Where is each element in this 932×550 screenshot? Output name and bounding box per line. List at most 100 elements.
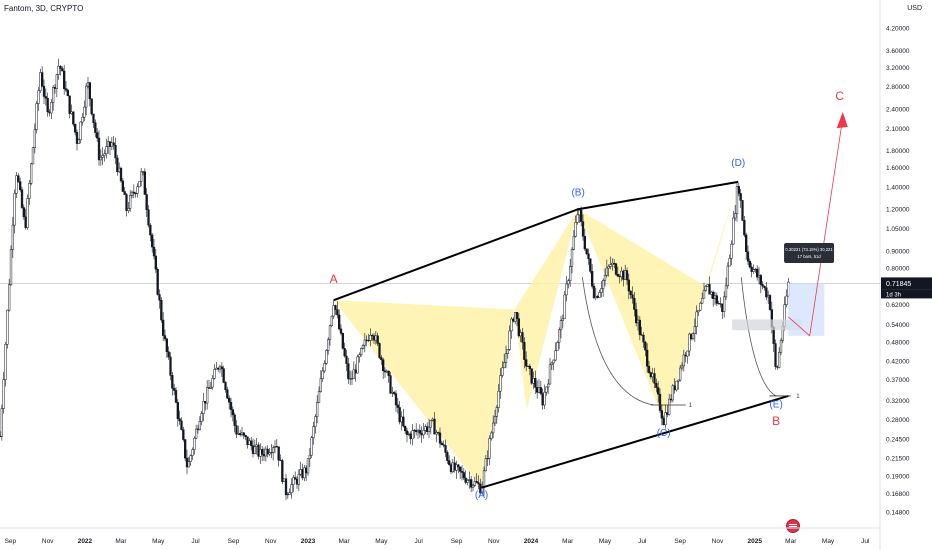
candle-body (231, 409, 234, 416)
candle-body (305, 467, 308, 474)
candle-body (149, 224, 152, 236)
candle-body (59, 65, 62, 69)
candle-body (136, 186, 139, 194)
y-tick-label: 0.19000 (886, 473, 910, 480)
candle-body (356, 356, 359, 374)
y-tick-label: 0.16800 (886, 491, 910, 498)
candle-body (327, 339, 330, 351)
candle-body (651, 373, 654, 378)
symbol-header: Fantom, 3D, CRYPTO (4, 4, 84, 13)
x-tick-label: May (152, 538, 165, 545)
candle-body (70, 111, 73, 114)
candle-body (26, 198, 29, 228)
last-price-countdown: 1d 3h (886, 292, 901, 298)
candle-body (200, 413, 203, 422)
candle-body (774, 343, 777, 367)
candle-body (607, 266, 610, 269)
candle-body (671, 385, 674, 401)
candle-body (376, 335, 379, 344)
candle-body (545, 386, 548, 393)
measure-tooltip-bg (784, 243, 835, 264)
candle-body (255, 444, 258, 447)
candle-body (15, 175, 18, 194)
candle-body (453, 462, 456, 471)
candle-body (154, 255, 157, 270)
candle-body (411, 430, 414, 440)
candle-body (735, 186, 739, 214)
candle-body (653, 373, 656, 384)
candle-body (286, 494, 289, 496)
candle-body (129, 195, 132, 209)
target-count-label: 1 (689, 403, 693, 409)
candle-body (756, 268, 759, 278)
pattern-triangle-bcd (578, 209, 708, 420)
candle-body (737, 186, 740, 194)
candle-body (603, 274, 607, 281)
candle-body (321, 370, 324, 379)
candle-body (532, 378, 535, 384)
candle-body (629, 290, 632, 295)
candle-body (754, 268, 757, 271)
candle-body (20, 189, 24, 208)
candle-body (63, 70, 66, 89)
candle-body (409, 433, 412, 440)
candle-body (184, 439, 187, 459)
candle-body (134, 192, 137, 195)
candle-body (310, 437, 313, 456)
candle-body (185, 457, 189, 468)
candle-body (160, 299, 163, 321)
y-tick-label: 0.32000 (886, 398, 910, 405)
candle-body (176, 402, 179, 419)
candle-body (779, 340, 783, 353)
candle-body (609, 264, 612, 267)
candle-body (246, 436, 249, 445)
candle-body (624, 270, 627, 280)
candle-body (539, 387, 542, 394)
candle-body (748, 261, 751, 268)
candle-body (625, 270, 629, 281)
candle-body (400, 416, 403, 423)
candle-body (525, 359, 528, 367)
candle-body (712, 291, 715, 300)
candle-body (662, 417, 665, 426)
candle-body (581, 221, 585, 237)
candle-body (112, 142, 115, 146)
candle-body (750, 266, 753, 272)
candle-body (94, 122, 97, 133)
candle-body (404, 425, 407, 432)
candle-body (372, 335, 376, 341)
y-tick-label: 1.05000 (886, 226, 910, 233)
projection-zone (788, 283, 825, 336)
candle-body (745, 234, 748, 253)
candle-body (701, 298, 704, 304)
y-tick-label: 0.90000 (886, 248, 910, 255)
candle-body (141, 171, 145, 173)
candle-body (33, 129, 36, 148)
candle-body (407, 433, 410, 435)
candle-body (86, 82, 90, 87)
candle-body (295, 479, 299, 485)
candle-body (592, 285, 596, 299)
candle-body (688, 333, 691, 352)
candle-body (182, 429, 185, 440)
candle-body (125, 194, 128, 211)
candle-body (728, 258, 731, 267)
candle-body (548, 364, 552, 385)
candle-body (235, 425, 238, 435)
candle-body (622, 270, 625, 280)
candle-body (206, 387, 209, 404)
candle-body (171, 375, 174, 389)
candle-body (691, 333, 695, 340)
candle-body (228, 397, 231, 403)
x-tick-label: Nov (265, 538, 277, 545)
y-tick-label: 0.48000 (886, 339, 910, 346)
candle-body (336, 309, 339, 316)
candle-body (464, 477, 467, 483)
candle-body (178, 418, 181, 422)
us-flag-icon[interactable] (786, 519, 800, 533)
candle-body (44, 96, 47, 99)
candle-body (114, 144, 117, 159)
candle-body (248, 440, 251, 445)
candle-body (449, 464, 453, 473)
